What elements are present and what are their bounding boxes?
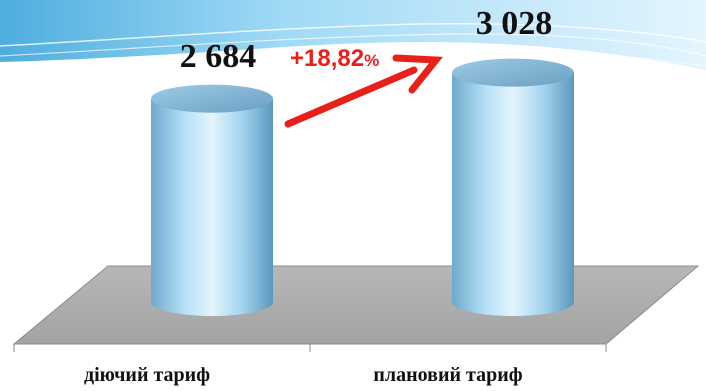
bar bbox=[452, 72, 574, 316]
growth-percent-value: +18,82 bbox=[290, 45, 364, 72]
chart-floor bbox=[12, 265, 700, 345]
bar-top bbox=[452, 58, 574, 87]
x-tick-label: плановий тариф bbox=[373, 364, 522, 386]
bar-value-label: 2 684 bbox=[180, 38, 257, 75]
x-tick-label: діючий тариф bbox=[84, 364, 210, 386]
bar bbox=[151, 98, 273, 316]
bars-group bbox=[151, 58, 574, 316]
growth-percent-label: +18,82% bbox=[290, 45, 379, 72]
header-decoration bbox=[0, 0, 706, 70]
growth-arrow bbox=[284, 54, 444, 128]
growth-percent-sign: % bbox=[364, 51, 379, 70]
bar-value-label: 3 028 bbox=[476, 5, 553, 42]
bar-top bbox=[151, 84, 273, 113]
